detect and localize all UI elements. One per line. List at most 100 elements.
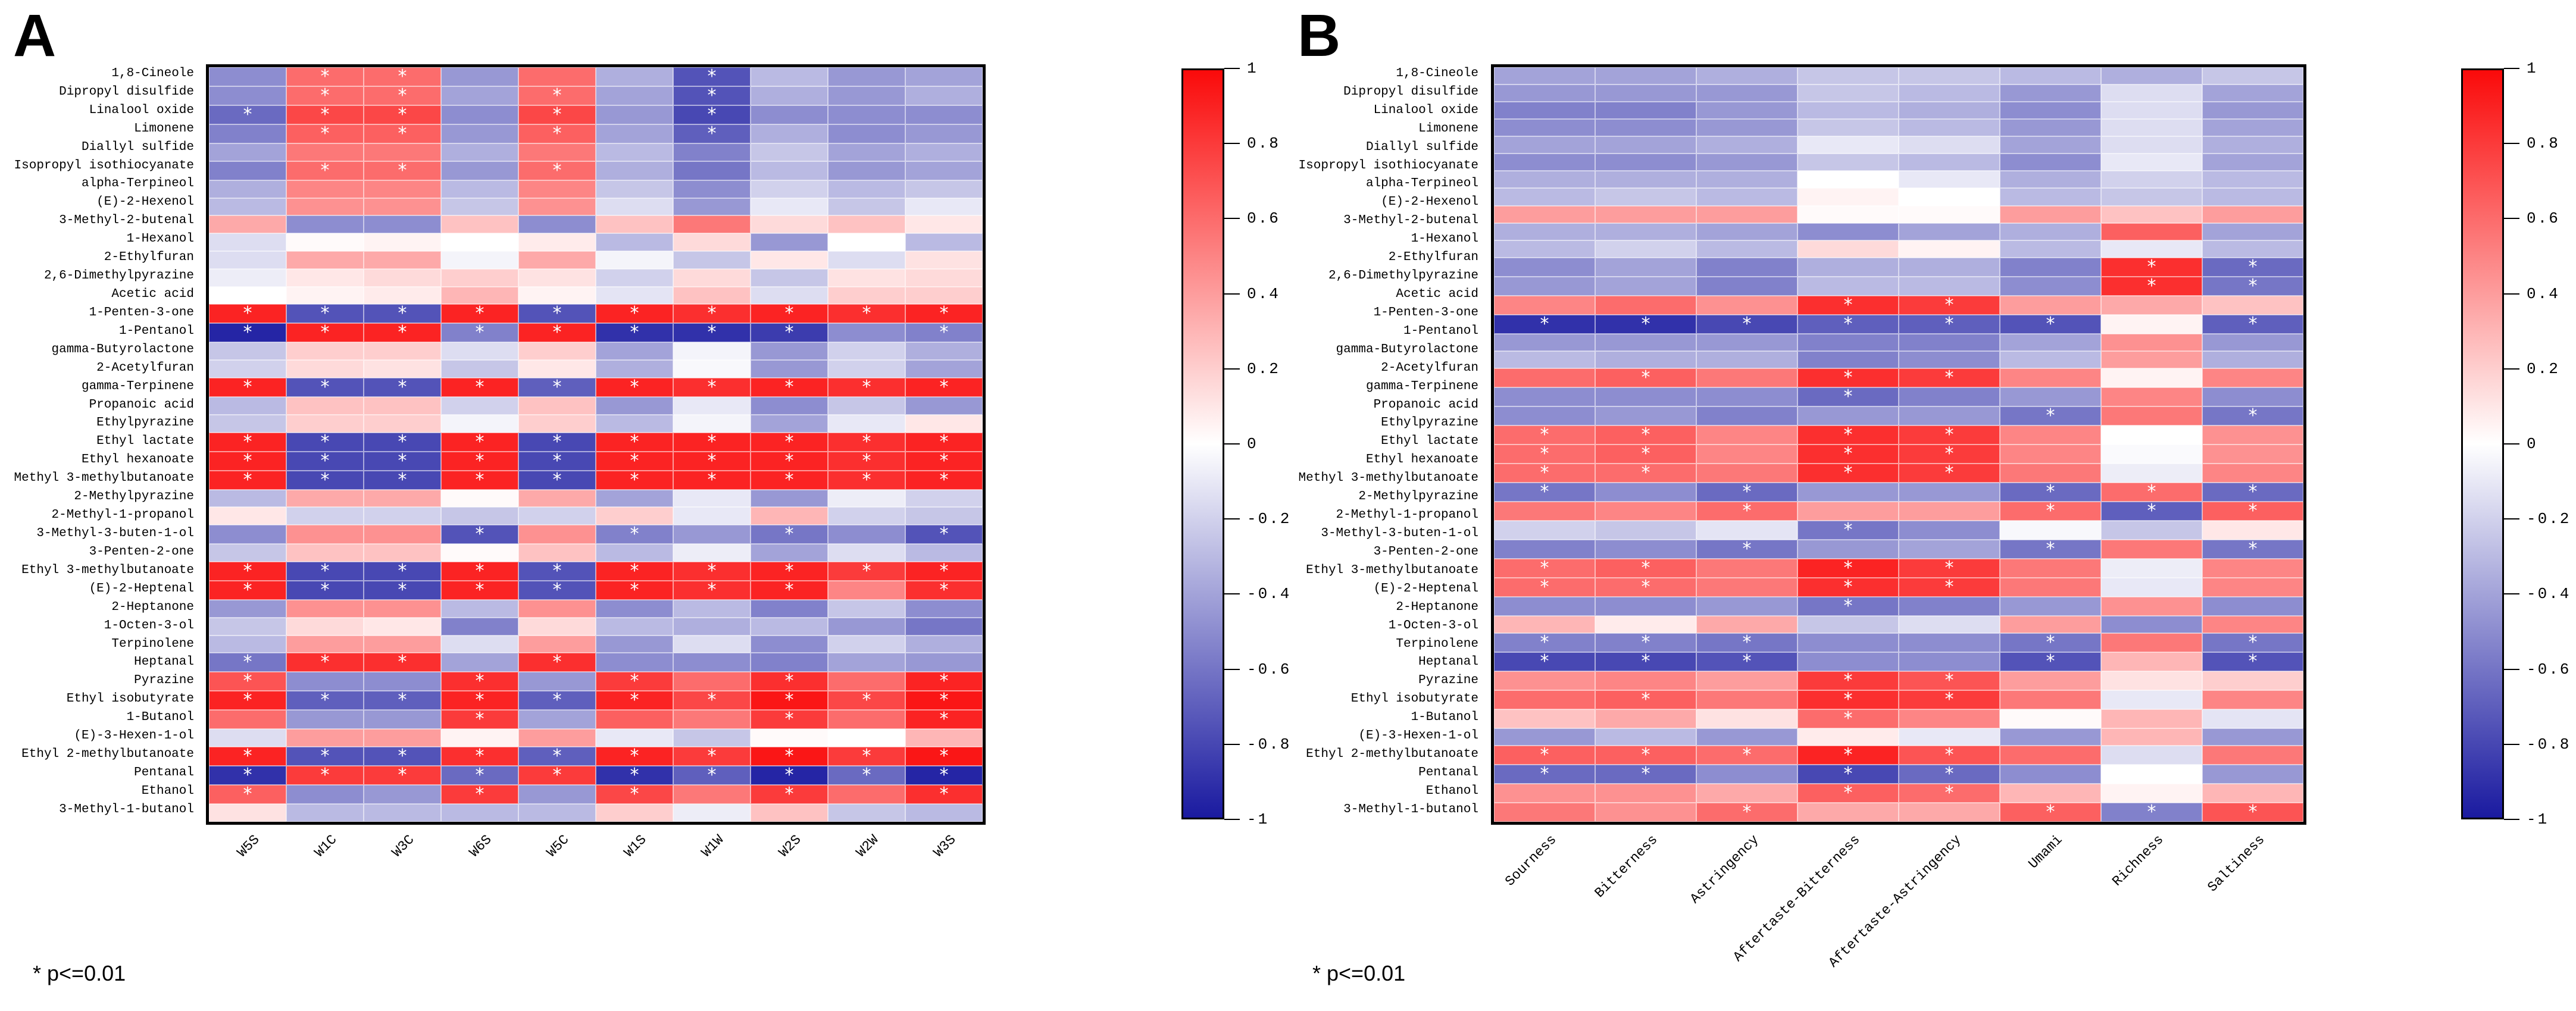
significance-asterisk: * bbox=[939, 431, 949, 452]
heatmap-cell: * bbox=[905, 377, 983, 397]
heatmap-cell bbox=[364, 251, 441, 269]
heatmap-cell: * bbox=[209, 432, 286, 452]
heatmap-cell: * bbox=[2202, 652, 2303, 671]
heatmap-cell: * bbox=[1797, 520, 1899, 540]
heatmap-cell bbox=[209, 342, 286, 361]
heatmap-cell bbox=[2000, 333, 2101, 351]
heatmap-cell bbox=[518, 599, 596, 618]
heatmap-cell bbox=[286, 198, 364, 216]
colorbar-tick-mark bbox=[2504, 743, 2519, 745]
significance-asterisk: * bbox=[1742, 744, 1752, 765]
heatmap-cell bbox=[2202, 728, 2303, 746]
heatmap-a: * * * * * * * * * * * * * * * * * * * * * * * * * * * * * * * * * * * * * * * *… bbox=[206, 64, 986, 825]
significance-asterisk: * bbox=[862, 746, 871, 767]
significance-asterisk: * bbox=[939, 579, 949, 600]
significance-asterisk: * bbox=[1641, 557, 1650, 578]
colorbar-tick-mark bbox=[1224, 218, 1240, 220]
heatmap-cell bbox=[828, 507, 905, 525]
heatmap-cell bbox=[2202, 154, 2303, 171]
significance-asterisk: * bbox=[398, 376, 407, 397]
heatmap-cell bbox=[2202, 577, 2303, 597]
heatmap-cell: * bbox=[209, 653, 286, 672]
heatmap-cell bbox=[2202, 615, 2303, 633]
heatmap-cell bbox=[1595, 240, 1696, 258]
significance-asterisk: * bbox=[630, 690, 639, 711]
significance-asterisk: * bbox=[630, 784, 639, 805]
heatmap-cell bbox=[1899, 803, 2000, 822]
heatmap-cell bbox=[905, 599, 983, 618]
heatmap-cell bbox=[1494, 257, 1595, 277]
column-label: Astringency bbox=[1687, 832, 1762, 907]
heatmap-cell bbox=[2000, 102, 2101, 120]
heatmap-cell bbox=[518, 635, 596, 653]
heatmap-cell: * bbox=[828, 432, 905, 452]
heatmap-cell bbox=[364, 233, 441, 251]
column-label: W2S bbox=[776, 832, 805, 860]
heatmap-cell: * bbox=[905, 470, 983, 490]
significance-asterisk: * bbox=[862, 469, 871, 490]
significance-asterisk: * bbox=[320, 560, 330, 581]
significance-asterisk: * bbox=[1641, 313, 1650, 334]
row-label: Isopropyl isothiocyanate bbox=[1298, 158, 1478, 173]
significance-asterisk: * bbox=[320, 746, 330, 767]
heatmap-cell bbox=[1899, 482, 2000, 502]
heatmap-cell: * bbox=[518, 451, 596, 471]
heatmap-cell bbox=[1696, 671, 1797, 690]
heatmap-cell: * bbox=[518, 105, 596, 124]
heatmap-cell bbox=[828, 414, 905, 433]
significance-asterisk: * bbox=[320, 652, 330, 673]
heatmap-cell bbox=[1595, 188, 1696, 206]
row-label: Limonene bbox=[134, 121, 194, 136]
heatmap-cell: * bbox=[1494, 444, 1595, 464]
heatmap-cell bbox=[2000, 520, 2101, 540]
significance-asterisk: * bbox=[398, 159, 407, 181]
row-label: Ethyl isobutyrate bbox=[1350, 692, 1478, 706]
heatmap-cell: * bbox=[751, 766, 828, 785]
footnote-a: * p<=0.01 bbox=[33, 961, 126, 985]
heatmap-cell bbox=[673, 251, 751, 269]
heatmap-cell bbox=[1899, 406, 2000, 425]
heatmap-cell: * bbox=[905, 691, 983, 710]
heatmap-cell bbox=[2101, 295, 2202, 315]
heatmap-cell bbox=[596, 653, 673, 672]
colorbar-tick-label: -1 bbox=[1247, 810, 1270, 828]
row-label: 1-Hexanol bbox=[1411, 232, 1478, 246]
significance-asterisk: * bbox=[630, 376, 639, 397]
significance-asterisk: * bbox=[784, 322, 794, 343]
heatmap-cell: * bbox=[286, 747, 364, 766]
row-label: (E)-2-Heptenal bbox=[1373, 581, 1478, 596]
heatmap-cell bbox=[2101, 728, 2202, 746]
heatmap-cell bbox=[828, 804, 905, 822]
heatmap-cell: * bbox=[1696, 314, 1797, 334]
row-label: 2-Methyl-1-propanol bbox=[51, 508, 194, 522]
row-label: Methyl 3-methylbutanoate bbox=[14, 471, 194, 486]
significance-asterisk: * bbox=[1540, 424, 1549, 445]
significance-asterisk: * bbox=[2046, 405, 2055, 426]
heatmap-cell bbox=[518, 804, 596, 822]
heatmap-cell: * bbox=[1797, 709, 1899, 728]
heatmap-cell: * bbox=[364, 161, 441, 180]
heatmap-cell bbox=[596, 729, 673, 747]
heatmap-cell bbox=[905, 67, 983, 86]
colorbar-tick-mark bbox=[2504, 443, 2519, 445]
significance-asterisk: * bbox=[1641, 650, 1650, 672]
heatmap-cell: * bbox=[441, 747, 518, 766]
significance-asterisk: * bbox=[1540, 744, 1549, 765]
heatmap-cell bbox=[1494, 784, 1595, 803]
heatmap-cell bbox=[518, 198, 596, 216]
heatmap-cell: * bbox=[518, 691, 596, 710]
heatmap-cell: * bbox=[1494, 633, 1595, 652]
heatmap-cell: * bbox=[751, 785, 828, 805]
heatmap-cell: * bbox=[286, 377, 364, 397]
heatmap-cell: * bbox=[286, 124, 364, 143]
row-label: 1-Hexanol bbox=[126, 232, 194, 246]
heatmap-cell: * bbox=[1797, 295, 1899, 315]
heatmap-cell: * bbox=[1595, 557, 1696, 578]
heatmap-cell bbox=[518, 617, 596, 636]
heatmap-cell bbox=[828, 544, 905, 562]
heatmap-cell: * bbox=[673, 323, 751, 343]
heatmap-cell bbox=[828, 86, 905, 105]
heatmap-cell bbox=[828, 198, 905, 216]
heatmap-b-row-labels: 1,8-Cineole Dipropyl disulfide Linalool ox… bbox=[1284, 64, 1487, 819]
row-label: Propanoic acid bbox=[1373, 397, 1478, 412]
